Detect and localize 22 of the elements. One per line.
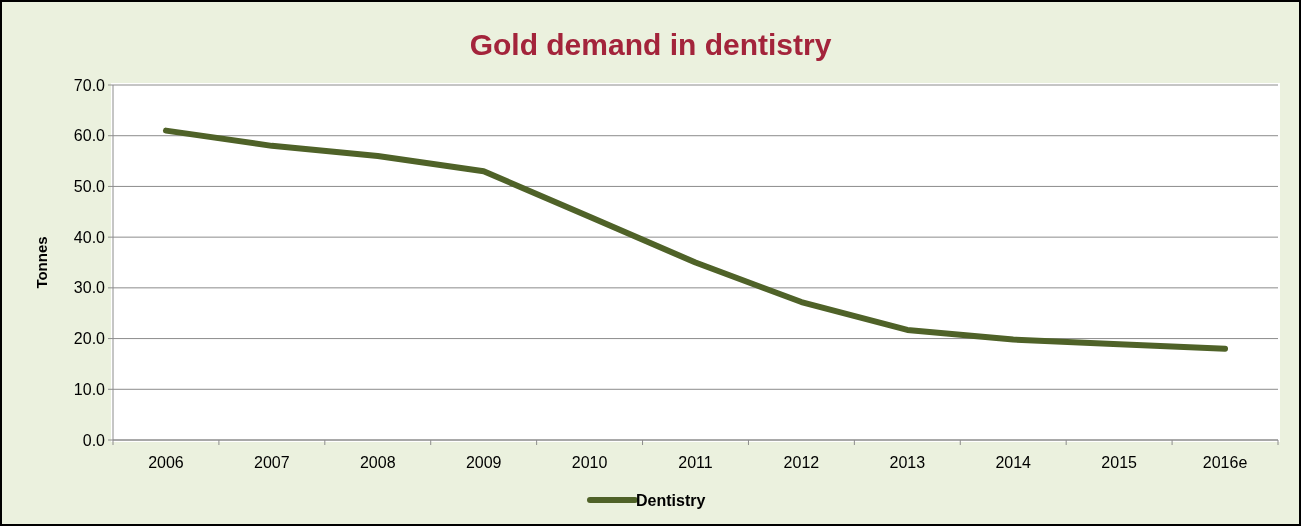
y-axis-title: Tonnes [33,236,50,289]
y-tick-label: 0.0 [82,431,106,449]
x-tick-label: 2007 [254,454,290,471]
chart-title: Gold demand in dentistry [469,28,832,61]
x-tick-label: 2013 [889,454,926,471]
x-tick-label: 2009 [465,454,502,471]
x-tick-label: 2014 [995,454,1032,471]
y-tick-label: 50.0 [73,178,106,196]
x-tick-label: 2016e [1202,454,1248,471]
x-tick-label: 2011 [678,454,713,471]
x-tick-label: 2010 [571,454,608,471]
x-tick-label: 2006 [148,454,184,471]
x-tick-label: 2012 [783,454,820,471]
y-tick-label: 40.0 [73,228,106,246]
y-tick-label: 70.0 [73,76,106,94]
y-tick-label: 30.0 [73,279,106,297]
y-tick-label: 20.0 [73,330,106,348]
legend-label: Dentistry [636,491,706,509]
y-tick-label: 60.0 [73,127,106,145]
x-tick-label: 2008 [359,454,396,471]
x-tick-label: 2015 [1101,454,1138,471]
y-tick-label: 10.0 [73,380,106,398]
